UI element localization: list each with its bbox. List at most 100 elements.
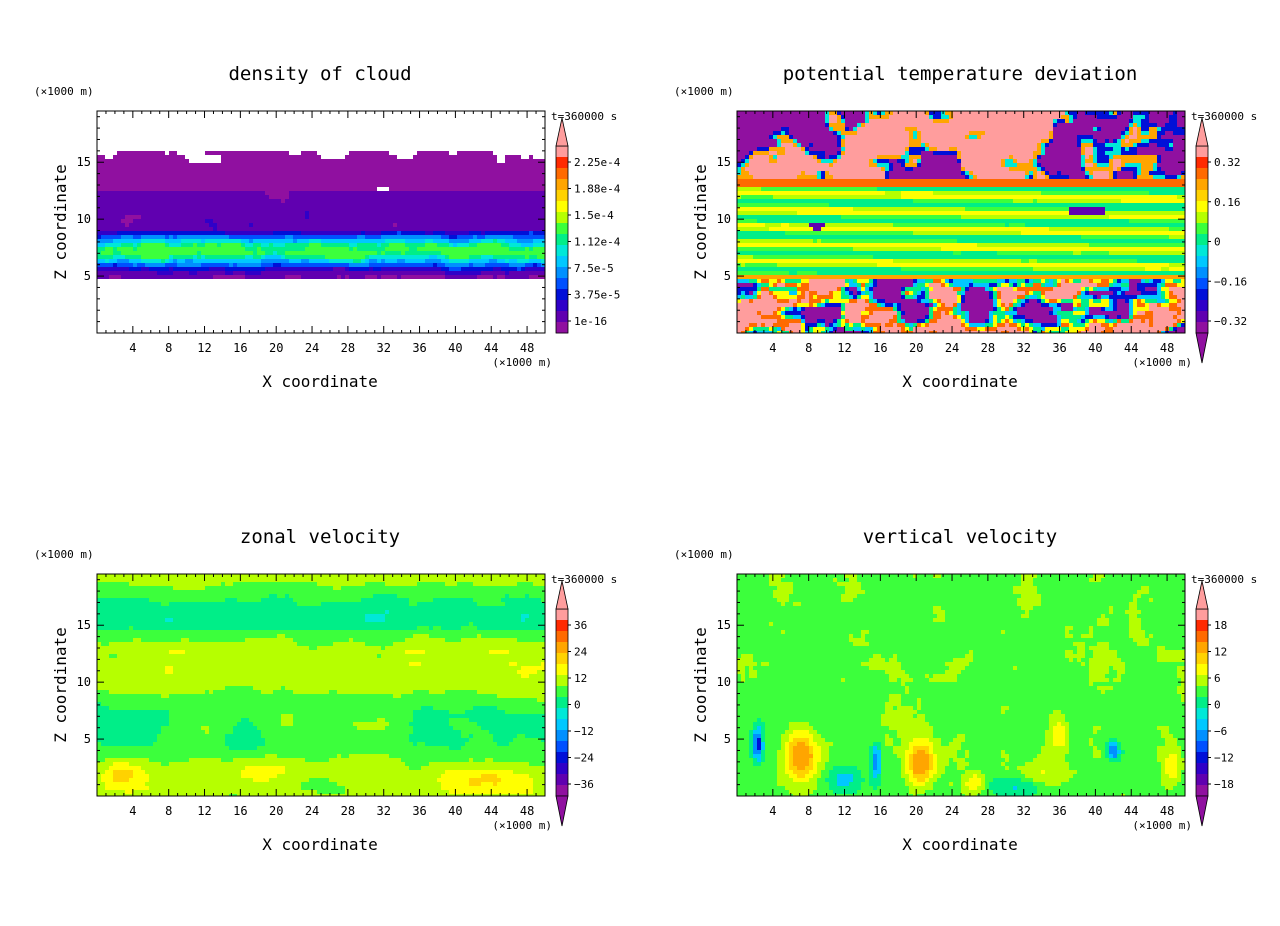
field-cell xyxy=(117,151,165,155)
field-cell xyxy=(1045,167,1081,171)
field-cell xyxy=(109,259,117,263)
field-cell xyxy=(261,690,273,694)
field-cell xyxy=(737,714,881,718)
field-cell xyxy=(737,215,841,219)
field-cell xyxy=(1045,151,1081,155)
field-cell xyxy=(813,155,817,159)
field-cell xyxy=(877,283,913,287)
field-cell xyxy=(1089,171,1093,175)
field-cell xyxy=(893,742,901,746)
field-cell xyxy=(1109,750,1117,754)
field-cell xyxy=(325,255,365,259)
field-cell xyxy=(965,323,969,327)
field-cell xyxy=(1085,151,1093,155)
field-cell xyxy=(105,786,149,790)
field-cell xyxy=(737,319,777,323)
field-cell xyxy=(809,223,825,227)
field-cell xyxy=(277,634,285,638)
field-cell xyxy=(1121,135,1125,139)
field-cell xyxy=(765,758,777,762)
field-cell xyxy=(909,766,913,770)
field-cell xyxy=(905,319,917,323)
field-cell xyxy=(345,786,441,790)
chart-title: potential temperature deviation xyxy=(783,63,1138,85)
field-cell xyxy=(777,762,785,766)
field-cell xyxy=(857,287,861,291)
field-cell xyxy=(1093,151,1097,155)
field-cell xyxy=(97,626,129,630)
y-tick-label: 15 xyxy=(77,155,91,169)
field-cell xyxy=(1161,283,1165,287)
field-cell xyxy=(809,299,821,303)
field-cell xyxy=(293,718,377,722)
colorbar-segment xyxy=(1196,730,1208,742)
field-cell xyxy=(841,147,845,151)
field-cell xyxy=(961,311,965,315)
field-cell xyxy=(797,139,837,143)
field-cell xyxy=(845,139,909,143)
field-cell xyxy=(1145,319,1149,323)
field-cell xyxy=(1177,770,1181,774)
field-cell xyxy=(1173,315,1177,319)
field-cell xyxy=(197,271,225,275)
field-cell xyxy=(273,251,277,255)
field-cell xyxy=(953,311,957,315)
field-cell xyxy=(1149,586,1185,590)
field-cell xyxy=(1161,331,1165,333)
field-cell xyxy=(785,283,797,287)
chart-svg: potential temperature deviation(×1000 m)… xyxy=(674,63,1257,391)
field-cell xyxy=(861,311,869,315)
field-cell xyxy=(409,602,417,606)
field-cell xyxy=(905,770,913,774)
field-cell xyxy=(885,702,901,706)
field-cell xyxy=(329,259,353,263)
field-cell xyxy=(1037,754,1065,758)
field-cell xyxy=(1093,746,1097,750)
field-cell xyxy=(1089,279,1093,283)
field-cell xyxy=(821,331,825,333)
field-cell xyxy=(1017,283,1021,287)
field-cell xyxy=(961,151,1033,155)
field-cell xyxy=(1133,131,1137,135)
field-cell xyxy=(749,291,753,295)
colorbar-segment xyxy=(556,620,568,632)
field-cell xyxy=(909,746,913,750)
field-cell xyxy=(1085,315,1093,319)
field-cell xyxy=(781,315,785,319)
field-cell xyxy=(289,594,373,598)
field-cell xyxy=(929,295,957,299)
x-tick-label: 44 xyxy=(484,341,498,355)
field-cell xyxy=(1041,191,1149,195)
field-cell xyxy=(905,690,909,694)
field-cell xyxy=(737,279,749,283)
field-cell xyxy=(961,746,1041,750)
field-cell xyxy=(1137,614,1185,618)
field-cell xyxy=(805,307,841,311)
field-cell xyxy=(741,263,745,267)
field-cell xyxy=(1113,147,1121,151)
field-cell xyxy=(97,786,105,790)
field-cell xyxy=(957,674,1089,678)
field-cell xyxy=(281,718,293,722)
field-cell xyxy=(1041,331,1045,333)
field-cell xyxy=(533,263,537,267)
colorbar-segment xyxy=(556,256,568,268)
field-cell xyxy=(737,706,885,710)
field-cell xyxy=(957,291,961,295)
field-cell xyxy=(1121,111,1133,115)
field-cell xyxy=(753,758,757,762)
field-cell xyxy=(941,774,961,778)
field-cell xyxy=(425,742,465,746)
field-cell xyxy=(309,243,321,247)
field-cell xyxy=(1177,123,1185,127)
field-cell xyxy=(1077,143,1081,147)
field-cell xyxy=(753,666,869,670)
field-cell xyxy=(1093,319,1097,323)
field-cell xyxy=(933,766,937,770)
field-cell xyxy=(133,638,141,642)
field-cell xyxy=(97,666,165,670)
field-cell xyxy=(1077,135,1093,139)
field-cell xyxy=(769,578,781,582)
field-cell xyxy=(1049,718,1065,722)
field-cell xyxy=(1113,155,1157,159)
